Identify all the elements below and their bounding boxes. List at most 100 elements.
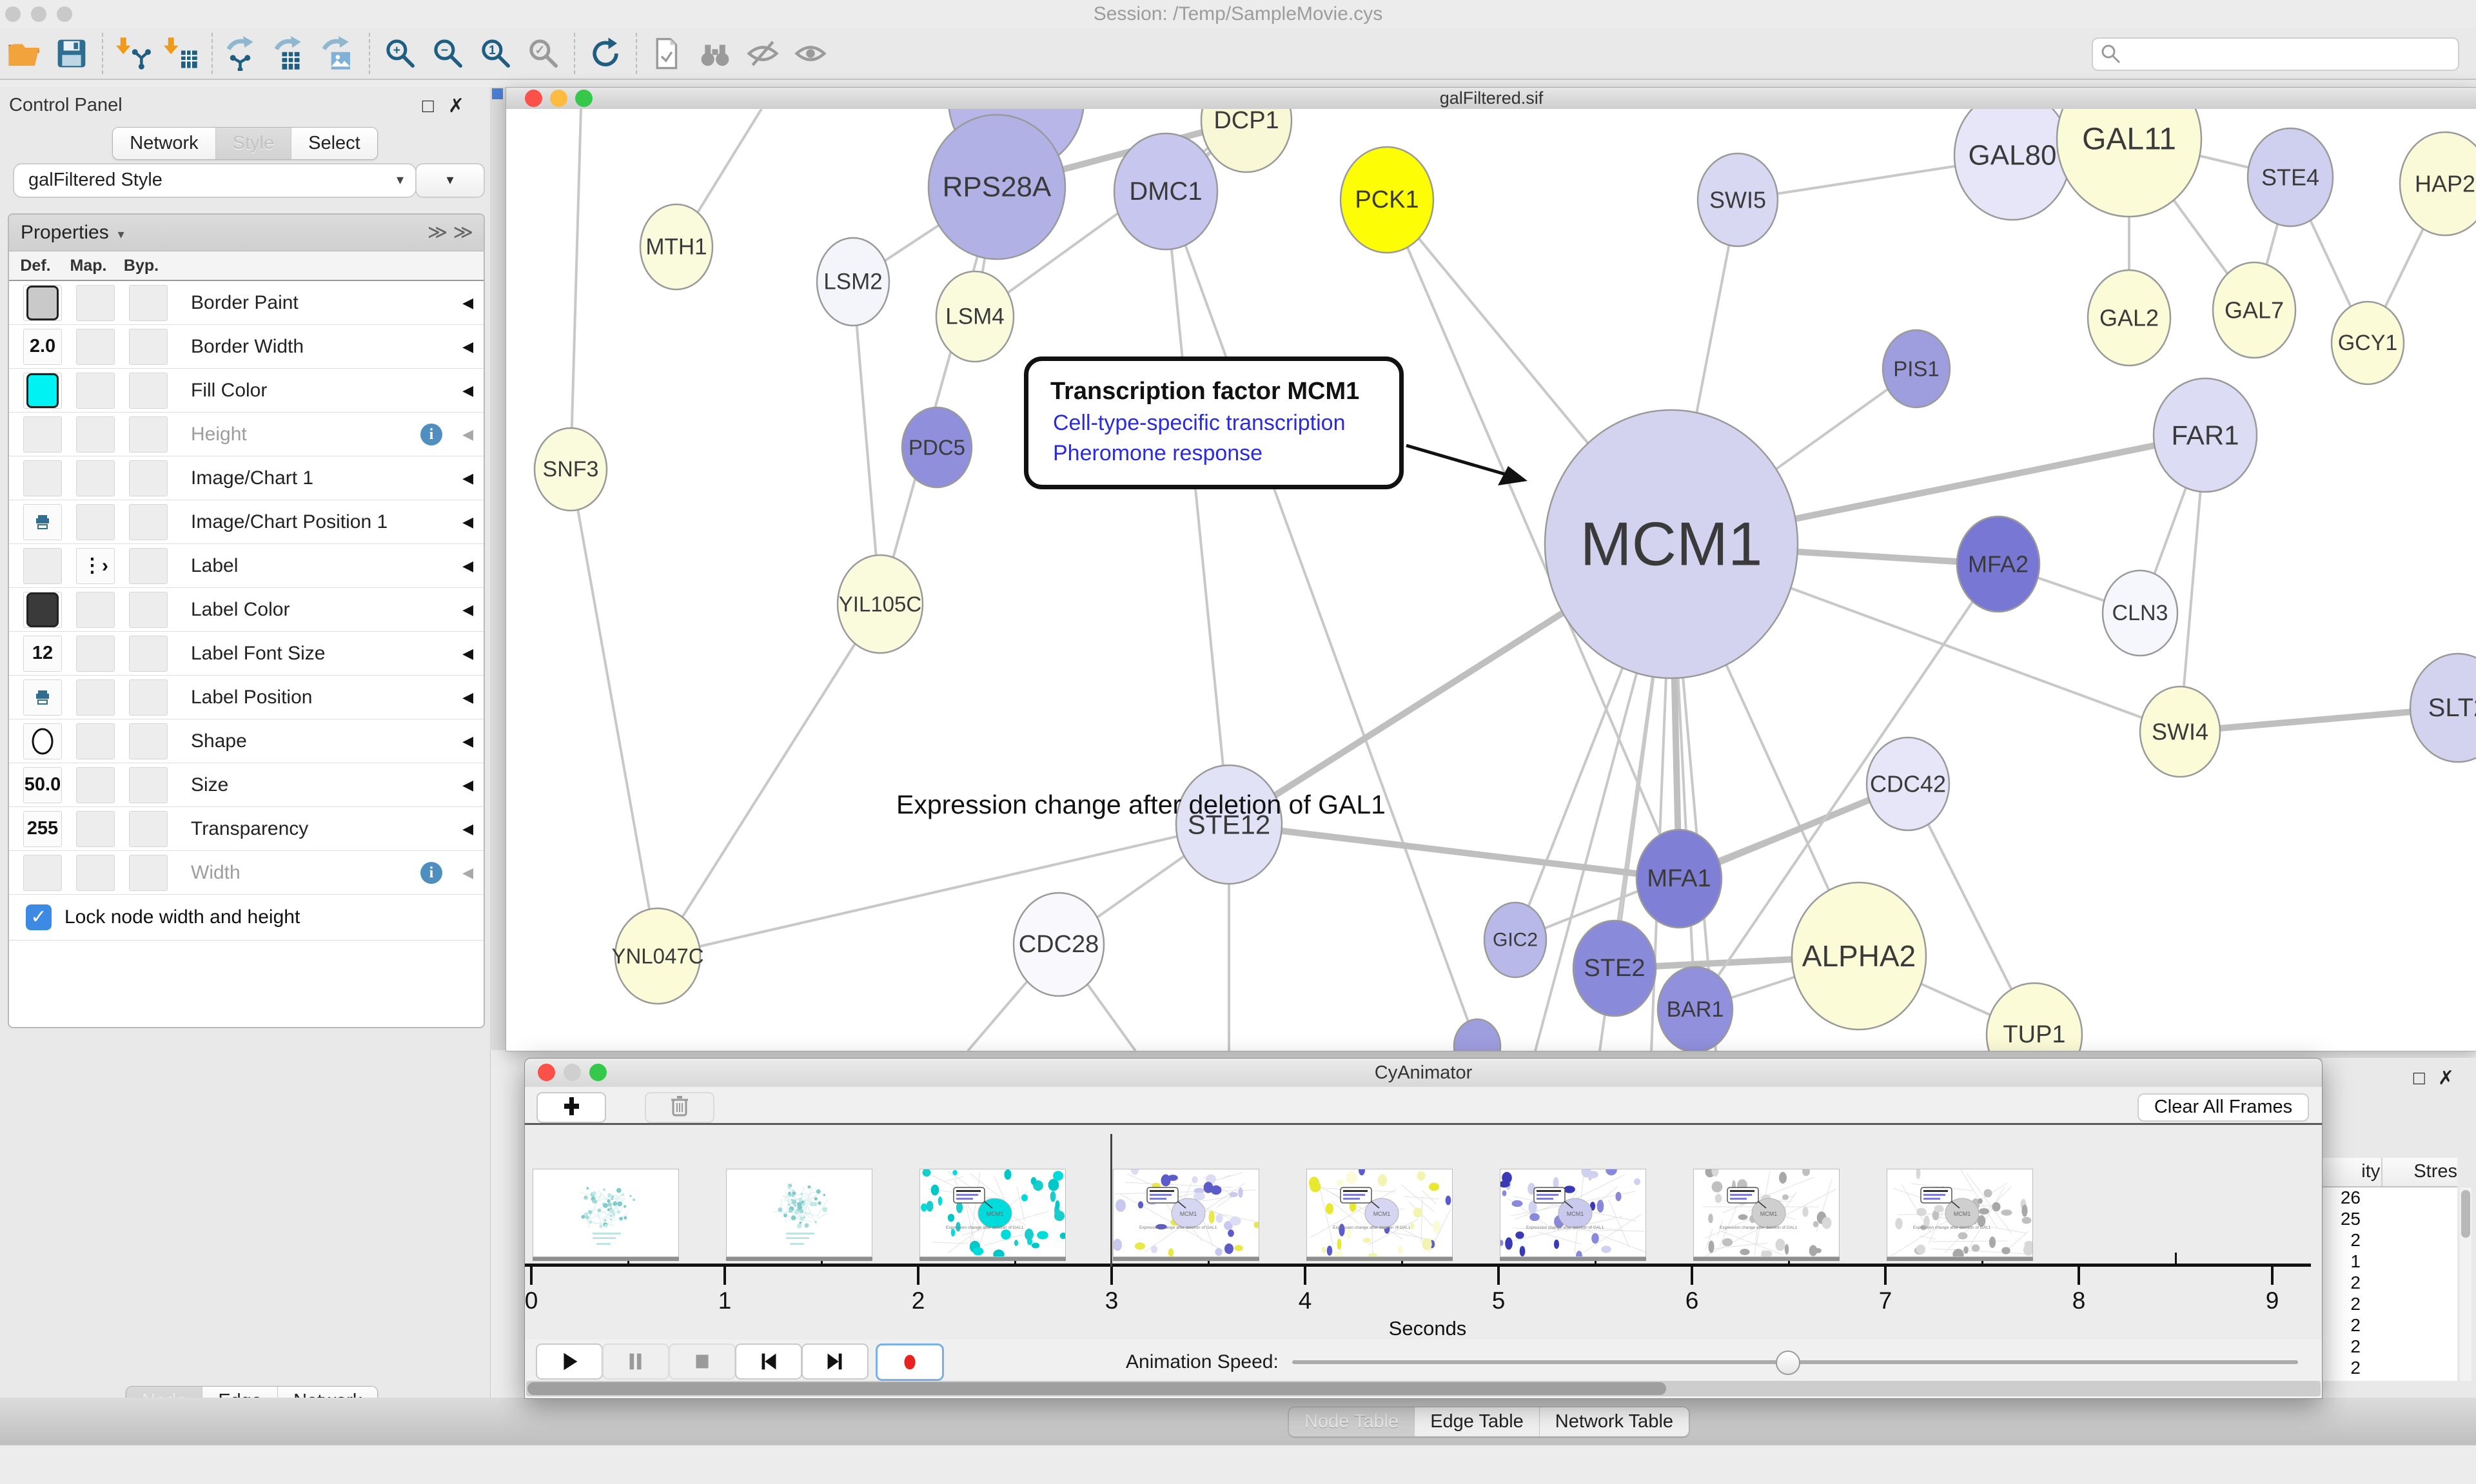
network-window-titlebar[interactable]: galFiltered.sif xyxy=(506,88,2476,110)
network-node-mfa2[interactable]: MFA2 xyxy=(1956,515,2041,613)
property-row-width[interactable]: Width i ◀ xyxy=(9,851,484,895)
frame-thumbnail-4[interactable]: MCM1 Expression change after deletion of … xyxy=(1306,1169,1453,1257)
expand-arrow-icon[interactable]: ◀ xyxy=(462,382,473,398)
expand-arrow-icon[interactable]: ◀ xyxy=(462,645,473,661)
style-menu-button[interactable]: ▾ xyxy=(415,163,485,198)
window-minimize-icon[interactable] xyxy=(31,6,46,22)
results-vscrollbar-thumb[interactable] xyxy=(2461,1190,2470,1238)
property-row-image-chart-position-1[interactable]: Image/Chart Position 1 ◀ xyxy=(9,500,484,544)
network-node-dcp1[interactable]: DCP1 xyxy=(1200,109,1293,173)
network-node-pdc5[interactable]: PDC5 xyxy=(901,406,973,489)
import-network-icon[interactable] xyxy=(113,34,153,73)
default-value-cell[interactable] xyxy=(23,679,62,716)
network-node-gal80[interactable]: GAL80 xyxy=(1953,109,2072,221)
mapping-cell[interactable] xyxy=(76,810,115,847)
expand-arrow-icon[interactable]: ◀ xyxy=(462,425,473,442)
default-value-cell[interactable]: 255 xyxy=(23,810,62,847)
expand-arrow-icon[interactable]: ◀ xyxy=(462,820,473,837)
network-node-mcm1[interactable]: MCM1 xyxy=(1544,409,1799,679)
property-row-border-width[interactable]: 2.0 Border Width ◀ xyxy=(9,325,484,369)
expand-arrow-icon[interactable]: ◀ xyxy=(462,864,473,881)
animation-speed-handle[interactable] xyxy=(1776,1351,1800,1375)
table-row[interactable]: 2 xyxy=(2350,1336,2361,1356)
property-row-height[interactable]: Height i ◀ xyxy=(9,413,484,456)
network-edge[interactable] xyxy=(569,469,659,957)
mapping-cell[interactable] xyxy=(76,635,115,672)
network-node-mfa1[interactable]: MFA1 xyxy=(1635,828,1723,929)
style-dropdown[interactable]: galFiltered Style ▾ xyxy=(13,163,417,198)
table-row[interactable]: 2 xyxy=(2350,1294,2361,1314)
default-value-cell[interactable] xyxy=(23,854,62,891)
expand-arrow-icon[interactable]: ◀ xyxy=(462,294,473,311)
frame-thumbnail-0[interactable] xyxy=(533,1169,679,1257)
bypass-cell[interactable] xyxy=(129,416,168,453)
network-node-rps28a[interactable]: RPS28A xyxy=(927,113,1066,260)
property-row-label[interactable]: ⋮› Label ◀ xyxy=(9,544,484,588)
network-node-mth1[interactable]: MTH1 xyxy=(639,203,714,291)
network-node-dmc1[interactable]: DMC1 xyxy=(1113,132,1219,251)
bypass-cell[interactable] xyxy=(129,284,168,321)
bypass-cell[interactable] xyxy=(129,854,168,891)
network-node-alpha2[interactable]: ALPHA2 xyxy=(1791,881,1927,1031)
network-node-ynl047c[interactable]: YNL047C xyxy=(611,907,704,1005)
network-edge[interactable] xyxy=(569,109,582,470)
zoom-window-icon[interactable] xyxy=(575,90,593,107)
property-row-size[interactable]: 50.0 Size ◀ xyxy=(9,763,484,807)
skip-start-button[interactable] xyxy=(735,1343,802,1380)
table-row[interactable]: 1 xyxy=(2350,1251,2361,1271)
default-value-cell[interactable] xyxy=(23,284,62,321)
network-node-ste4[interactable]: STE4 xyxy=(2246,127,2334,228)
zoom-window-icon[interactable] xyxy=(589,1064,607,1081)
export-table-icon[interactable] xyxy=(271,34,311,73)
property-row-image-chart-1[interactable]: Image/Chart 1 ◀ xyxy=(9,456,484,500)
panel-divider[interactable] xyxy=(490,87,506,1050)
frame-thumbnail-5[interactable]: MCM1 Expression change after deletion of … xyxy=(1500,1169,1646,1257)
mapping-cell[interactable] xyxy=(76,372,115,409)
network-node-swi4[interactable]: SWI4 xyxy=(2139,685,2221,778)
save-session-icon[interactable] xyxy=(52,34,92,73)
close-icon[interactable] xyxy=(525,90,542,107)
tab-node-table[interactable]: Node Table xyxy=(1289,1407,1415,1436)
bypass-cell[interactable] xyxy=(129,547,168,584)
default-value-cell[interactable] xyxy=(23,416,62,453)
frame-thumbnail-1[interactable] xyxy=(726,1169,872,1257)
network-node-lsm4[interactable]: LSM4 xyxy=(935,270,1015,363)
close-icon[interactable] xyxy=(538,1064,555,1081)
network-node-lsm2[interactable]: LSM2 xyxy=(816,237,890,327)
network-node-cln3[interactable]: CLN3 xyxy=(2101,569,2179,657)
tab-select[interactable]: Select xyxy=(291,128,377,159)
property-row-label-color[interactable]: Label Color ◀ xyxy=(9,588,484,632)
table-row[interactable]: 2 xyxy=(2350,1315,2361,1335)
annotation-link-1[interactable]: Cell-type-specific transcription xyxy=(1053,411,1346,435)
network-edge[interactable] xyxy=(657,823,1230,957)
expand-arrow-icon[interactable]: ◀ xyxy=(462,776,473,793)
frame-thumbnail-2[interactable]: MCM1 Expression change after deletion of … xyxy=(919,1169,1066,1257)
default-value-cell[interactable] xyxy=(23,547,62,584)
timeline-playhead[interactable] xyxy=(1110,1134,1112,1267)
mapping-cell[interactable] xyxy=(76,328,115,365)
network-node-ste2[interactable]: STE2 xyxy=(1572,919,1657,1017)
mapping-cell[interactable] xyxy=(76,591,115,628)
network-canvas[interactable]: RPS28A DMC1 DCP1 PCK1 MTH1 LSM2 LSM4 SWI5 GAL80 G… xyxy=(506,109,2476,1051)
mapping-cell[interactable] xyxy=(76,679,115,716)
property-row-border-paint[interactable]: Border Paint ◀ xyxy=(9,281,484,325)
bypass-cell[interactable] xyxy=(129,810,168,847)
column-header[interactable]: ity xyxy=(2361,1161,2381,1182)
network-node-gal2[interactable]: GAL2 xyxy=(2087,269,2172,367)
network-node-cdc42[interactable]: CDC42 xyxy=(1865,736,1950,832)
record-button[interactable] xyxy=(876,1343,944,1381)
zoom-fit-icon[interactable]: 1 xyxy=(476,34,516,73)
expand-arrow-icon[interactable]: ◀ xyxy=(462,469,473,486)
network-edge[interactable] xyxy=(1694,563,1999,1011)
window-close-icon[interactable] xyxy=(5,6,21,22)
annotation-box[interactable]: Transcription factor MCM1 Cell-type-spec… xyxy=(1024,356,1404,489)
bypass-cell[interactable] xyxy=(129,766,168,803)
network-node-gal11[interactable]: GAL11 xyxy=(2056,109,2203,218)
default-value-cell[interactable]: 2.0 xyxy=(23,328,62,365)
network-edge[interactable] xyxy=(852,281,881,605)
property-row-fill-color[interactable]: Fill Color ◀ xyxy=(9,369,484,413)
zoom-in-icon[interactable]: + xyxy=(380,34,420,73)
bypass-cell[interactable] xyxy=(129,723,168,759)
default-value-cell[interactable] xyxy=(23,591,62,628)
bypass-cell[interactable] xyxy=(129,679,168,716)
